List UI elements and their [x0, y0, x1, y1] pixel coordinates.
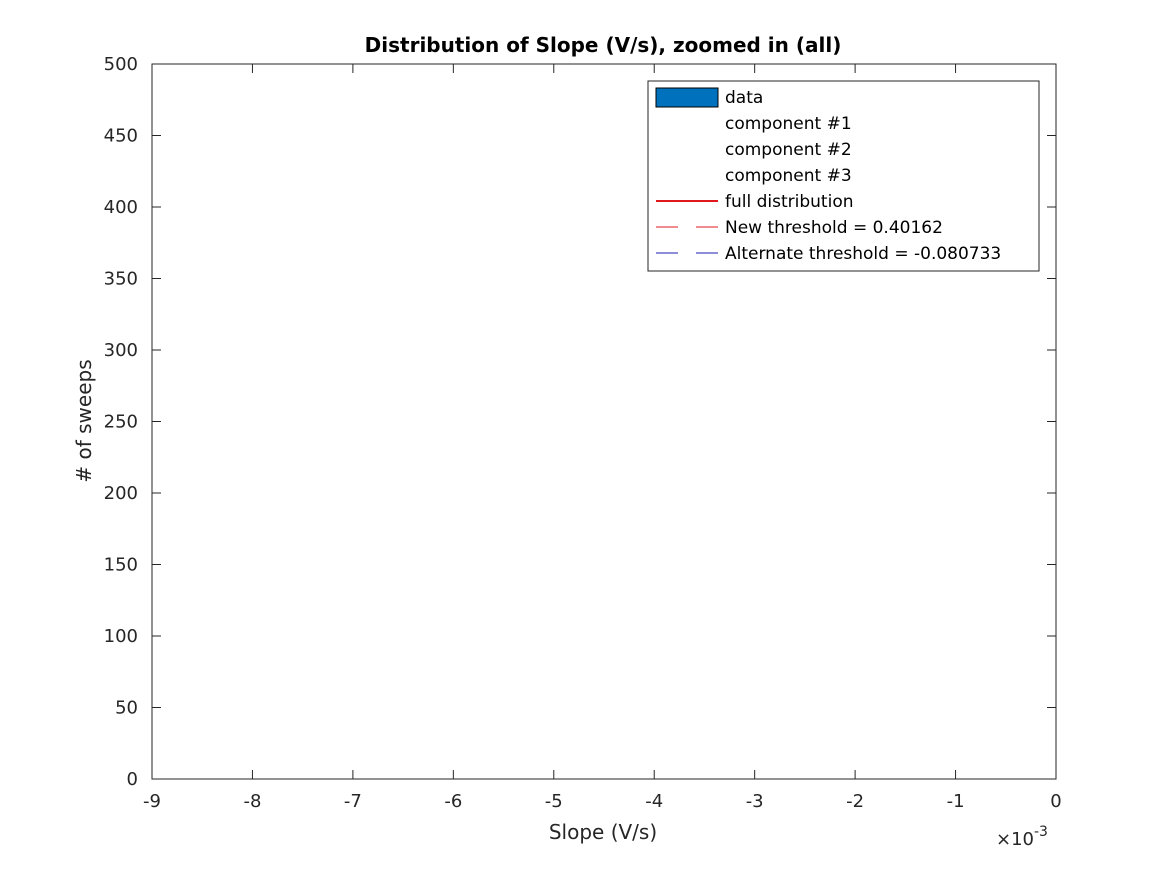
- legend-label: component #1: [725, 114, 852, 134]
- legend-item-component-2: component #2: [725, 140, 852, 160]
- x-exponent-label: ×10-3: [996, 824, 1048, 850]
- x-tick-labels: -9 -8 -7 -6 -5 -4 -3 -2 -1 0: [143, 791, 1062, 812]
- legend-label: component #3: [725, 166, 852, 186]
- legend-item-full-distribution: full distribution: [656, 192, 854, 212]
- legend-entries: data component #1 component #2 component #3…: [655, 87, 1001, 264]
- y-tick-label: 350: [104, 269, 138, 290]
- x-exponent-power: -3: [1034, 824, 1048, 840]
- legend-label: data: [725, 88, 763, 108]
- chart-title: Distribution of Slope (V/s), zoomed in (…: [365, 33, 842, 57]
- legend-item-data: data: [655, 87, 763, 108]
- y-tick-label: 300: [104, 340, 138, 361]
- x-exponent-base: ×10: [996, 829, 1034, 850]
- y-tick-label: 400: [104, 197, 138, 218]
- x-tick-label: -4: [645, 791, 663, 812]
- y-tick-label: 200: [104, 483, 138, 504]
- x-tick-label: -8: [243, 791, 261, 812]
- y-tick-label: 450: [104, 126, 138, 147]
- legend-label: component #2: [725, 140, 852, 160]
- x-tick-label: -3: [746, 791, 764, 812]
- x-axis-title: Slope (V/s): [549, 820, 657, 844]
- legend-label: New threshold = 0.40162: [725, 218, 943, 238]
- y-tick-label: 50: [115, 698, 138, 719]
- y-tick-label: 250: [104, 412, 138, 433]
- axis-ticks: [151, 63, 1057, 780]
- y-tick-label: 500: [104, 54, 138, 75]
- legend-label: Alternate threshold = -0.080733: [725, 244, 1001, 264]
- y-tick-label: 100: [104, 626, 138, 647]
- y-axis-title: # of sweeps: [72, 359, 96, 482]
- legend-label: full distribution: [725, 192, 854, 212]
- x-tick-label: 0: [1050, 791, 1061, 812]
- legend-item-alternate-threshold-0-080733: Alternate threshold = -0.080733: [656, 244, 1001, 264]
- x-tick-label: -1: [947, 791, 965, 812]
- x-tick-label: -5: [545, 791, 563, 812]
- y-tick-labels: 0 50 100 150 200 250 300 350 400 450 500: [104, 54, 138, 790]
- legend-item-component-3: component #3: [725, 166, 852, 186]
- legend-swatch: [655, 87, 719, 108]
- x-tick-label: -2: [846, 791, 864, 812]
- legend-box: [647, 80, 1040, 272]
- y-tick-label: 0: [127, 769, 138, 790]
- x-tick-label: -6: [444, 791, 462, 812]
- x-tick-label: -7: [344, 791, 362, 812]
- legend-item-component-1: component #1: [725, 114, 852, 134]
- x-tick-label: -9: [143, 791, 161, 812]
- y-tick-label: 150: [104, 555, 138, 576]
- legend-item-new-threshold-0-40162: New threshold = 0.40162: [656, 218, 943, 238]
- legend: data component #1 component #2 component #3…: [647, 80, 1040, 272]
